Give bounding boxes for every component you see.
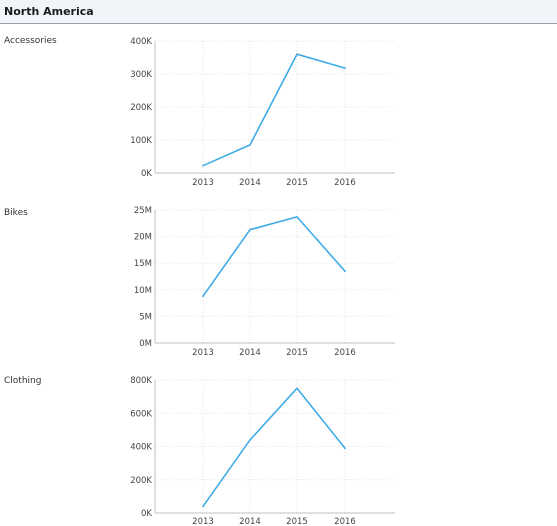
y-tick-label: 400K — [130, 443, 152, 453]
x-tick-label: 2015 — [286, 348, 308, 358]
bikes-chart: 0M 5M 10M 15M 20M 25M 2013 2014 2015 2016 — [134, 206, 395, 358]
region-title: North America — [4, 5, 94, 18]
data-point — [202, 295, 204, 298]
data-point — [202, 164, 204, 167]
data-point — [296, 216, 298, 218]
region-header: North America — [0, 0, 557, 24]
y-tick-label: 0M — [139, 339, 152, 349]
y-tick-label: 20M — [134, 233, 152, 243]
x-tick-label: 2014 — [239, 517, 261, 526]
y-tick-label: 25M — [134, 206, 152, 216]
y-tick-label: 0K — [141, 169, 152, 179]
y-tick-label: 400K — [130, 37, 152, 47]
y-tick-label: 200K — [130, 476, 152, 486]
category-label-bikes: Bikes — [4, 208, 28, 218]
data-point — [249, 439, 251, 441]
x-tick-label: 2016 — [334, 348, 356, 358]
x-tick-label: 2016 — [334, 517, 356, 526]
data-point — [202, 505, 204, 508]
y-tick-label: 100K — [130, 136, 152, 146]
y-tick-label: 800K — [130, 376, 152, 386]
y-tick-label: 15M — [134, 259, 152, 269]
series-line — [202, 216, 346, 298]
x-tick-label: 2014 — [239, 348, 261, 358]
y-tick-label: 300K — [130, 70, 152, 80]
data-point — [249, 228, 251, 231]
data-point — [296, 387, 298, 390]
x-tick-label: 2015 — [286, 178, 308, 188]
series-line — [202, 387, 346, 508]
category-label-clothing: Clothing — [4, 376, 42, 386]
y-tick-label: 600K — [130, 409, 152, 419]
x-tick-label: 2014 — [239, 178, 261, 188]
data-point — [249, 144, 251, 146]
data-point — [344, 67, 346, 69]
y-tick-label: 5M — [139, 312, 152, 322]
data-point — [296, 53, 298, 55]
data-point — [344, 447, 346, 450]
y-tick-label: 10M — [134, 286, 152, 296]
y-tick-label: 200K — [130, 103, 152, 113]
accessories-chart: 0K 100K 200K 300K 400K 2013 2014 2015 2016 — [130, 37, 395, 188]
x-tick-label: 2013 — [192, 178, 214, 188]
x-tick-label: 2013 — [192, 348, 214, 358]
data-point — [344, 270, 346, 273]
x-tick-label: 2015 — [286, 517, 308, 526]
x-tick-label: 2013 — [192, 517, 214, 526]
y-tick-label: 0K — [141, 509, 152, 519]
x-tick-label: 2016 — [334, 178, 356, 188]
series-line — [202, 53, 346, 167]
category-label-accessories: Accessories — [4, 36, 57, 46]
